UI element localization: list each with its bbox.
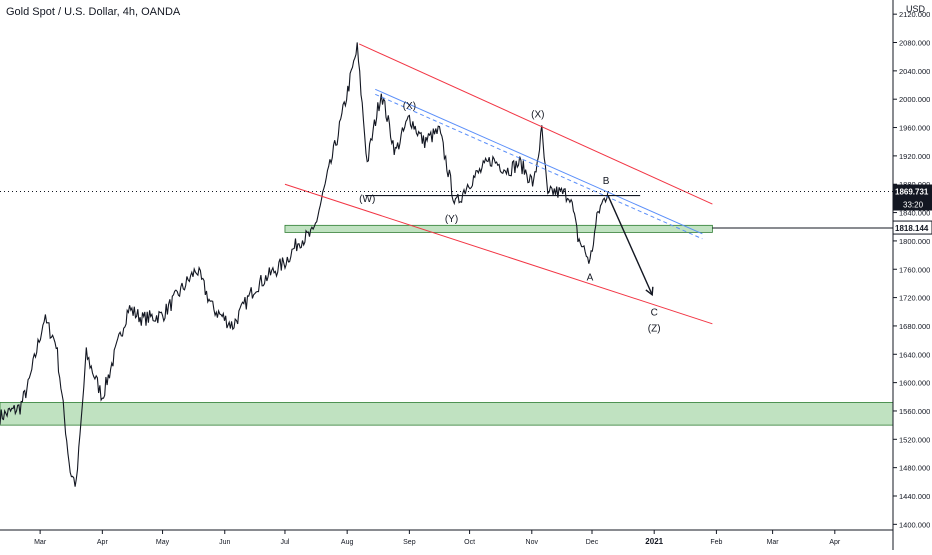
support-level-tag[interactable]: [892, 220, 932, 235]
projection-arrow-line[interactable]: [607, 195, 653, 296]
x-tick-label: Sep: [403, 539, 416, 546]
x-tick-label: Mar: [767, 539, 780, 546]
support-zone-2[interactable]: [0, 402, 894, 426]
support-zone-1[interactable]: [284, 224, 713, 233]
chart-title: Gold Spot / U.S. Dollar, 4h, OANDA: [6, 6, 181, 18]
y-tick-label: 1640.000: [899, 350, 930, 359]
x-tick-label: Nov: [526, 539, 539, 546]
y-tick-label: 2000.000: [899, 95, 930, 104]
y-tick-label: 1600.000: [899, 379, 930, 388]
wave-label-3: (Y): [445, 214, 458, 225]
x-tick-label: Oct: [464, 539, 475, 546]
wave-label-8: (Z): [648, 324, 661, 335]
y-tick-label: 1400.000: [899, 520, 930, 529]
wave-label-4: (X): [531, 110, 544, 121]
currency-label[interactable]: USD: [906, 4, 926, 14]
countdown-tag: [893, 197, 932, 211]
current-price-value: 1869.731: [895, 188, 929, 197]
x-tick-label: Aug: [341, 539, 354, 546]
countdown-value: 33:20: [903, 201, 924, 210]
wave-label-7: C: [651, 307, 658, 318]
x-tick-label: Feb: [710, 539, 722, 546]
y-tick-label: 1920.000: [899, 152, 930, 161]
x-tick-label: Mar: [34, 539, 47, 546]
projection-arrow-head: [645, 286, 654, 297]
y-tick-label: 2080.000: [899, 39, 930, 48]
price-series-line[interactable]: [0, 42, 609, 487]
current-price-tag[interactable]: [893, 184, 932, 198]
x-tick-label: Jun: [219, 539, 230, 546]
y-tick-label: 1760.000: [899, 265, 930, 274]
x-tick-label: 2021: [645, 537, 663, 546]
x-tick-label: May: [156, 539, 170, 546]
x-tick-label: Dec: [586, 539, 599, 546]
y-tick-label: 1960.000: [899, 124, 930, 133]
y-tick-label: 1680.000: [899, 322, 930, 331]
support-level-value: 1818.144: [895, 224, 929, 233]
wave-label-6: A: [587, 273, 594, 284]
blue-trendline[interactable]: [375, 88, 703, 235]
blue-trendline-dashed[interactable]: [375, 93, 703, 240]
wave-label-1: (W): [359, 194, 375, 205]
y-tick-label: 1520.000: [899, 435, 930, 444]
y-tick-label: 1800.000: [899, 237, 930, 246]
channel-upper-line[interactable]: [359, 43, 713, 205]
y-tick-label: 1720.000: [899, 294, 930, 303]
y-tick-label: 1840.000: [899, 209, 930, 218]
y-tick-label: 1560.000: [899, 407, 930, 416]
y-tick-label: 1480.000: [899, 464, 930, 473]
wave-label-2: (X): [403, 101, 416, 112]
x-tick-label: Apr: [97, 539, 109, 546]
y-tick-label: 1440.000: [899, 492, 930, 501]
x-tick-label: Jul: [280, 539, 289, 546]
wave-label-5: B: [603, 176, 610, 187]
channel-lower-line[interactable]: [284, 183, 713, 325]
y-tick-label: 2120.000: [899, 10, 930, 19]
y-tick-label: 2040.000: [899, 67, 930, 76]
x-tick-label: Apr: [829, 539, 841, 546]
